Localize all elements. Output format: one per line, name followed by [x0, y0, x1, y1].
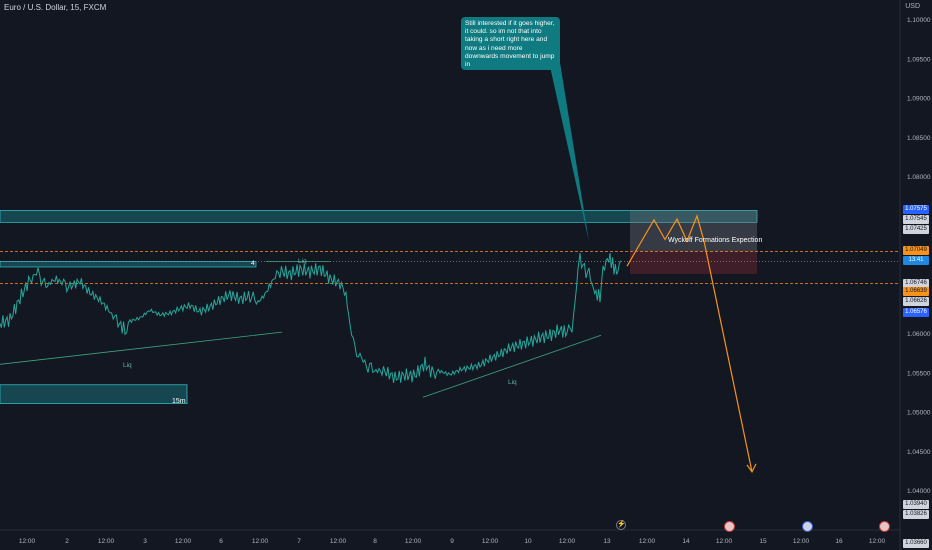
price-tag: 1.03660 — [903, 539, 929, 548]
x-tick-label: 6 — [219, 538, 223, 545]
projection-arrowhead — [746, 463, 757, 474]
x-tick-label: 7 — [297, 538, 301, 545]
position-loss-zone — [630, 251, 757, 275]
x-tick-label: 12:00 — [252, 538, 269, 545]
x-tick-label: 12:00 — [98, 538, 115, 545]
x-tick-label: 12:00 — [639, 538, 656, 545]
zone-number-label: 4 — [251, 260, 255, 267]
x-tick-label: 9 — [450, 538, 454, 545]
price-tag: 1.03826 — [903, 510, 929, 519]
position-profit-zone — [630, 210, 757, 252]
x-tick-label: 12:00 — [716, 538, 733, 545]
x-tick-label: 10 — [524, 538, 532, 545]
y-tick-label: 1.05500 — [907, 370, 931, 377]
x-tick-label: 12:00 — [405, 538, 422, 545]
liq-label: Liq — [508, 379, 517, 386]
x-tick-label: 12:00 — [330, 538, 347, 545]
timeframe-box-label: 15m — [172, 398, 186, 405]
y-tick-label: 1.04000 — [907, 488, 931, 495]
x-tick-label: 12:00 — [482, 538, 499, 545]
x-tick-label: 15 — [759, 538, 767, 545]
x-tick-label: 12:00 — [19, 538, 36, 545]
x-tick-label: 14 — [682, 538, 690, 545]
liquidity-trendline — [422, 334, 602, 398]
x-tick-label: 3 — [143, 538, 147, 545]
x-tick-label: 13 — [603, 538, 611, 545]
x-tick-label: 8 — [373, 538, 377, 545]
y-tick-label: 1.08000 — [907, 174, 931, 181]
x-tick-label: 12:00 — [869, 538, 886, 545]
liq-label: Liq — [298, 258, 307, 265]
price-series-line — [0, 253, 622, 383]
currency-label: USD — [905, 3, 920, 10]
y-tick-label: 1.04500 — [907, 449, 931, 456]
eu-flag-icon[interactable] — [802, 521, 813, 532]
symbol-title[interactable]: Euro / U.S. Dollar, 15, FXCM — [4, 3, 107, 12]
price-tag: 1.06639 — [903, 287, 929, 296]
y-tick-label: 1.09000 — [907, 96, 931, 103]
liquidity-trendline — [0, 331, 283, 365]
callout-note[interactable]: Still interested if it goes higher, it c… — [461, 17, 560, 70]
supply-demand-zone — [0, 261, 257, 268]
price-tag: 1.06626 — [903, 297, 929, 306]
y-tick-label: 1.10000 — [907, 17, 931, 24]
y-tick-label: 1.06000 — [907, 331, 931, 338]
wyckoff-projection-path — [626, 214, 753, 473]
y-tick-label: 1.09500 — [907, 56, 931, 63]
callout-pointer — [545, 43, 589, 242]
liq-label: Liq — [123, 362, 132, 369]
price-tag: 1.06746 — [903, 279, 929, 288]
us-flag-icon[interactable] — [879, 521, 890, 532]
price-tag: 1.07425 — [903, 225, 929, 234]
y-tick-label: 1.08500 — [907, 135, 931, 142]
price-tag: 1.03940 — [903, 500, 929, 509]
x-tick-label: 12:00 — [175, 538, 192, 545]
price-tag: 1.07049 — [903, 246, 929, 255]
price-tag: 1.07545 — [903, 215, 929, 224]
lightning-icon[interactable]: ⚡ — [616, 520, 626, 530]
supply-demand-zone — [0, 210, 758, 223]
y-tick-label: 1.05000 — [907, 410, 931, 417]
price-tag: 1.07575 — [903, 205, 929, 214]
x-tick-label: 12:00 — [793, 538, 810, 545]
supply-demand-zone — [0, 384, 188, 404]
price-tag: 1.06576 — [903, 308, 929, 317]
wyckoff-label: Wyckoff Formations Expection — [668, 237, 763, 244]
eu-flag-icon[interactable] — [724, 521, 735, 532]
x-tick-label: 2 — [65, 538, 69, 545]
x-tick-label: 12:00 — [559, 538, 576, 545]
x-tick-label: 16 — [835, 538, 843, 545]
price-tag: 13:41 — [903, 256, 929, 265]
